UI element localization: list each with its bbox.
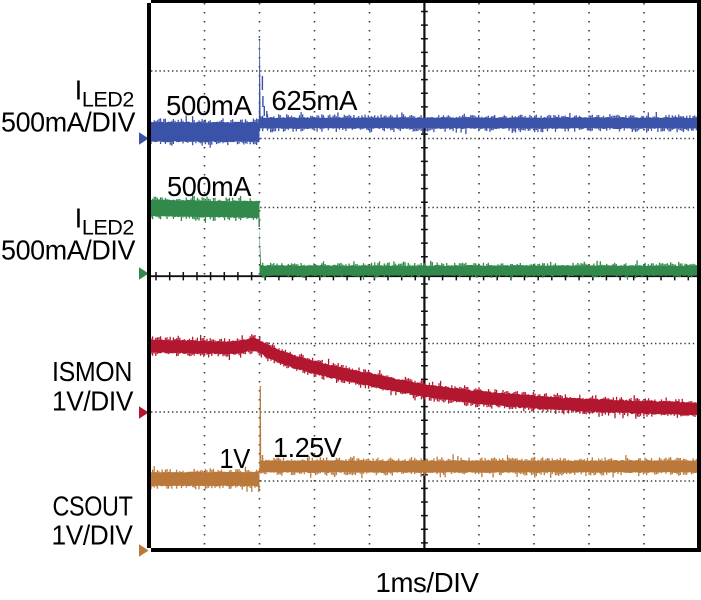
svg-text:1V/DIV: 1V/DIV bbox=[52, 386, 134, 417]
svg-text:1.25V: 1.25V bbox=[273, 432, 343, 463]
svg-text:ILED2: ILED2 bbox=[75, 203, 134, 240]
svg-text:CSOUT: CSOUT bbox=[53, 491, 133, 522]
svg-text:1ms/DIV: 1ms/DIV bbox=[376, 567, 480, 598]
svg-text:500mA/DIV: 500mA/DIV bbox=[1, 107, 136, 138]
svg-text:500mA/DIV: 500mA/DIV bbox=[1, 235, 136, 266]
svg-text:1V: 1V bbox=[219, 443, 250, 474]
svg-text:ILED2: ILED2 bbox=[75, 75, 134, 112]
svg-text:1V/DIV: 1V/DIV bbox=[52, 520, 134, 551]
svg-text:500mA: 500mA bbox=[166, 90, 253, 121]
svg-text:625mA: 625mA bbox=[271, 85, 358, 116]
svg-text:ISMON: ISMON bbox=[52, 356, 132, 387]
svg-text:500mA: 500mA bbox=[167, 171, 252, 202]
